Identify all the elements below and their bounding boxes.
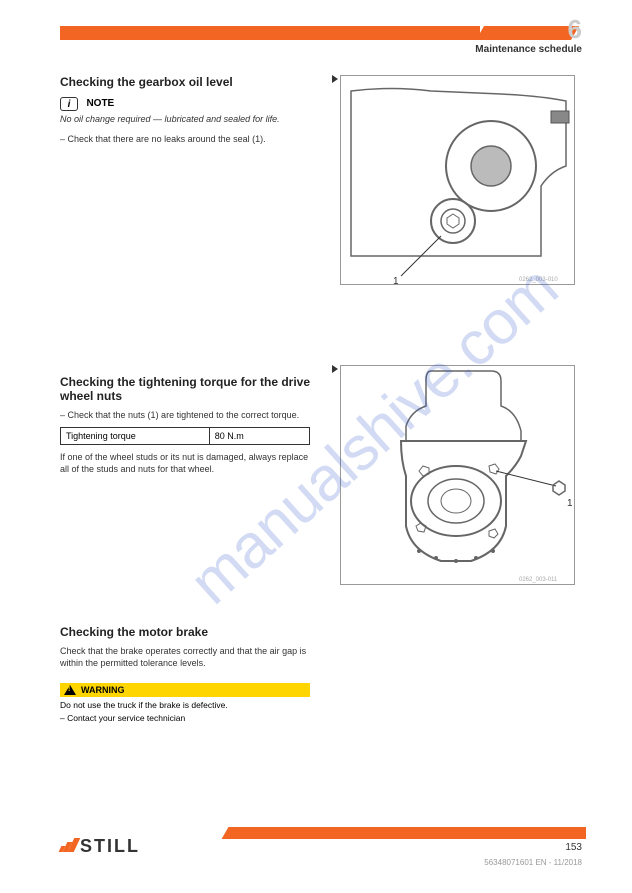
- section2-step: – Check that the nuts (1) are tightened …: [60, 409, 310, 421]
- page-number: 153: [565, 842, 582, 853]
- footer-logo: STILL: [60, 836, 140, 857]
- warning-box: WARNING Do not use the truck if the brak…: [60, 683, 310, 727]
- doc-id: 56348071601 EN - 11/2018: [484, 858, 582, 867]
- section3-title: Checking the motor brake: [60, 625, 310, 639]
- figure-wheel: 1 0262_003-011: [340, 365, 575, 585]
- section2-post: If one of the wheel studs or its nut is …: [60, 451, 310, 475]
- logo-bars: [60, 836, 78, 857]
- warning-icon: [64, 685, 76, 695]
- table-value: 80 N.m: [210, 428, 309, 444]
- logo-text: STILL: [80, 836, 140, 856]
- warning-header: WARNING: [60, 683, 310, 697]
- svg-text:1: 1: [567, 498, 573, 509]
- header-bar-right: [476, 26, 579, 40]
- table-label: Tightening torque: [61, 428, 210, 444]
- header: 6 Maintenance schedule: [0, 0, 632, 56]
- figure1-svg: 1 0262_003-010: [341, 76, 576, 286]
- note-block: i NOTE No oil change required — lubricat…: [60, 95, 310, 125]
- figure2-svg: 1 0262_003-011: [341, 366, 576, 586]
- svg-text:1: 1: [393, 276, 399, 286]
- section-torque: Checking the tightening torque for the d…: [60, 375, 310, 475]
- warning-step: – Contact your service technician: [60, 713, 310, 724]
- warning-text: Do not use the truck if the brake is def…: [60, 700, 310, 711]
- content-area: Checking the gearbox oil level i NOTE No…: [60, 75, 580, 145]
- figure-gearbox: 1 0262_003-010: [340, 75, 575, 285]
- warning-label: WARNING: [81, 685, 125, 695]
- figure1-marker: [332, 75, 338, 83]
- note-text: No oil change required — lubricated and …: [60, 113, 310, 125]
- section1-step-text: Check that there are no leaks around the…: [68, 134, 266, 144]
- note-label: NOTE: [86, 98, 114, 109]
- svg-text:0262_003-010: 0262_003-010: [519, 277, 558, 283]
- warning-step-text: Contact your service technician: [67, 713, 185, 723]
- figure2-marker: [332, 365, 338, 373]
- page-container: 6 Maintenance schedule manualshive.com C…: [0, 0, 632, 893]
- svg-text:0262_003-011: 0262_003-011: [519, 577, 558, 583]
- footer: STILL 153 56348071601 EN - 11/2018: [0, 813, 632, 883]
- section2-title: Checking the tightening torque for the d…: [60, 375, 310, 403]
- section1-title: Checking the gearbox oil level: [60, 75, 310, 89]
- section1-step: – Check that there are no leaks around t…: [60, 133, 310, 145]
- section3-intro: Check that the brake operates correctly …: [60, 645, 310, 669]
- torque-table: Tightening torque 80 N.m: [60, 427, 310, 445]
- section2-step-text: Check that the nuts (1) are tightened to…: [68, 410, 300, 420]
- page-title: Maintenance schedule: [475, 44, 582, 55]
- info-icon: i: [60, 97, 78, 111]
- warning-body: Do not use the truck if the brake is def…: [60, 697, 310, 727]
- chapter-number: 6: [568, 14, 582, 45]
- header-bar-left: [60, 26, 480, 40]
- footer-bar-straight: [266, 827, 586, 839]
- table-row: Tightening torque 80 N.m: [61, 428, 309, 444]
- section-gearbox: Checking the gearbox oil level i NOTE No…: [60, 75, 310, 145]
- section-brake: Checking the motor brake Check that the …: [60, 625, 310, 727]
